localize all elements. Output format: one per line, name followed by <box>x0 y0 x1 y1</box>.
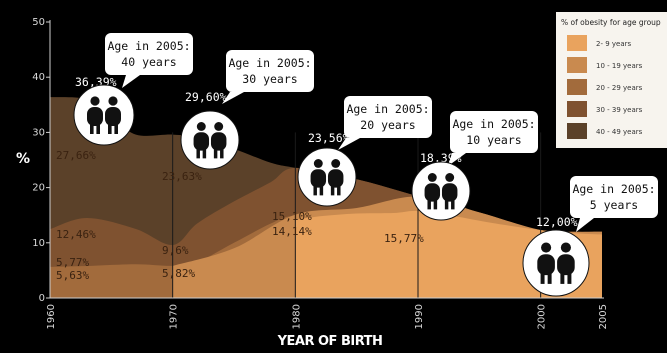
y-tick-label: 50 <box>32 17 45 28</box>
legend: % of obesity for age group 2- 9 years 10 -… <box>556 12 667 148</box>
speech-bubble <box>226 50 314 92</box>
legend-entry: 40 - 49 years <box>596 128 643 136</box>
data-label: 5,63% <box>56 269 89 282</box>
legend-entry: 10 - 19 years <box>596 62 643 70</box>
data-label: 15,77% <box>384 232 424 245</box>
legend-swatch <box>567 57 587 73</box>
y-tick-label: 0 <box>39 293 45 304</box>
data-label: 27,66% <box>56 149 96 162</box>
x-tick-label: 2000 <box>537 304 548 329</box>
callout-4: Age in 2005: 10 years 18,39% <box>411 111 538 221</box>
callout-line-2: 5 years <box>590 198 638 212</box>
legend-swatch <box>567 101 587 117</box>
speech-bubble <box>450 111 538 153</box>
callout-line-2: 30 years <box>242 72 297 86</box>
y-tick-label: 20 <box>32 183 45 194</box>
callout-line-1: Age in 2005: <box>452 117 535 131</box>
x-tick-label: 2005 <box>598 304 609 329</box>
speech-bubble-tail <box>448 153 466 166</box>
couple-icon <box>424 173 458 210</box>
legend-entry: 30 - 39 years <box>596 106 643 114</box>
callout-2: Age in 2005: 30 years 29,60% <box>180 50 314 170</box>
people-icon-circle <box>411 161 471 221</box>
callout-value: 12,00% <box>536 215 578 229</box>
x-tick-label: 1970 <box>169 304 180 329</box>
callout-line-2: 20 years <box>360 118 415 132</box>
y-tick-label: 10 <box>32 238 45 249</box>
axes: 0 10 20 30 40 50 1960 1970 1980 1990 2000 2005% YEAR… <box>16 17 609 349</box>
data-label: 14,14% <box>272 225 312 238</box>
callout-value: 23,56% <box>308 131 350 145</box>
callout-5: Age in 2005: 5 years 12,00% <box>522 176 658 297</box>
x-tick-label: 1960 <box>46 304 57 329</box>
couple-icon <box>310 159 344 196</box>
callout-value: 18,39% <box>420 151 462 165</box>
x-tick-label: 1990 <box>414 304 425 329</box>
people-icon-circle <box>73 84 135 146</box>
x-axis-title: YEAR OF BIRTH <box>277 334 383 349</box>
callout-line-1: Age in 2005: <box>107 39 190 53</box>
data-label: 9,6% <box>162 244 189 257</box>
couple-icon <box>87 96 121 134</box>
speech-bubble <box>570 176 658 218</box>
data-label: 5,77% <box>56 256 89 269</box>
y-tick-label: 40 <box>32 72 45 83</box>
legend-swatch <box>567 79 587 95</box>
speech-bubble <box>344 96 432 138</box>
speech-bubble <box>105 33 193 75</box>
couple-icon <box>193 122 227 159</box>
people-icon-circle <box>522 229 590 297</box>
callout-line-1: Age in 2005: <box>346 102 429 116</box>
callout-line-1: Age in 2005: <box>572 182 655 196</box>
data-label: 5,82% <box>162 267 195 280</box>
x-tick-label: 1980 <box>291 304 302 329</box>
speech-bubble-tail <box>122 75 140 88</box>
people-icon-circle <box>180 110 240 170</box>
data-label: 15,10% <box>272 210 312 223</box>
people-icon-circle <box>297 147 357 207</box>
callout-line-1: Age in 2005: <box>228 56 311 70</box>
couple-icon <box>537 242 575 284</box>
callout-value: 29,60% <box>185 90 227 104</box>
speech-bubble-tail <box>338 138 360 150</box>
callout-line-2: 10 years <box>466 133 521 147</box>
y-axis-title: % <box>16 151 30 167</box>
callout-3: Age in 2005: 20 years 23,56% <box>297 96 432 207</box>
legend-swatch <box>567 123 587 139</box>
data-label: 23,63% <box>162 170 202 183</box>
legend-swatch <box>567 35 587 51</box>
legend-title: % of obesity for age group <box>561 18 661 27</box>
y-tick-label: 30 <box>32 127 45 138</box>
data-label: 12,46% <box>56 228 96 241</box>
speech-bubble-tail <box>576 218 594 232</box>
callout-line-2: 40 years <box>121 55 176 69</box>
legend-entry: 2- 9 years <box>596 40 632 48</box>
speech-bubble-tail <box>222 92 244 104</box>
data-labels: 27,66% 12,46% 5,77%5,63% 23,63% 9,6% 5,82% 15,… <box>56 149 424 282</box>
legend-entry: 20 - 29 years <box>596 84 643 92</box>
